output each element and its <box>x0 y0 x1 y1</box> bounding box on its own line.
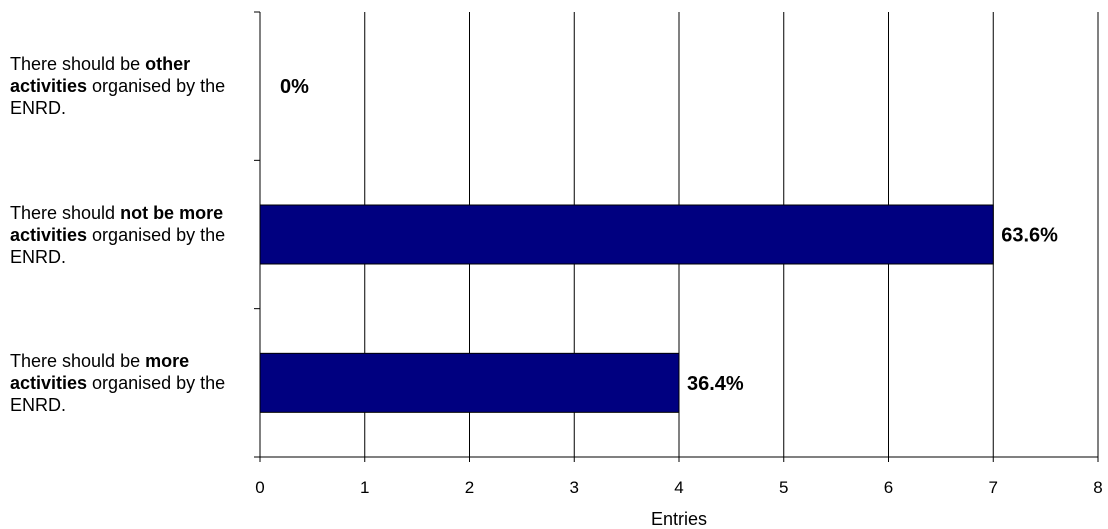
x-tick-label: 3 <box>570 478 579 497</box>
bars <box>259 204 994 413</box>
x-tick-label: 5 <box>779 478 788 497</box>
x-tick-label: 6 <box>884 478 893 497</box>
x-tick-label: 7 <box>989 478 998 497</box>
category-label: There should not be more activities orga… <box>10 202 240 268</box>
category-label-part: There should be <box>10 54 146 75</box>
x-tick-label: 2 <box>465 478 474 497</box>
x-tick-label: 1 <box>360 478 369 497</box>
category-label-part: organised by the ENRD. <box>10 372 226 415</box>
category-label: There should be other activities organis… <box>10 53 240 119</box>
x-tick-labels: 0 1 2 3 4 5 6 7 8 <box>255 478 1102 497</box>
category-label-bold-part: not be more activities <box>10 202 224 245</box>
category-label-bold-part: other activities <box>10 54 191 97</box>
x-tick-label: 4 <box>674 478 683 497</box>
data-label: 0% <box>280 76 309 98</box>
x-tick-label: 0 <box>255 478 264 497</box>
category-label-part: organised by the ENRD. <box>10 76 226 119</box>
data-label: 63.6% <box>1001 225 1058 247</box>
data-labels: 0% 63.6% 36.4% <box>280 76 1058 395</box>
category-label-bold-part: more activities <box>10 350 190 393</box>
category-label-part: There should <box>10 202 121 223</box>
bar <box>259 204 994 265</box>
category-label-part: There should be <box>10 350 146 371</box>
x-tick-label: 8 <box>1093 478 1102 497</box>
category-label: There should be more activities organise… <box>10 350 240 416</box>
bar <box>259 352 680 413</box>
x-axis-title: Entries <box>651 509 707 529</box>
data-label: 36.4% <box>687 373 744 395</box>
category-label-part: organised by the ENRD. <box>10 224 226 267</box>
